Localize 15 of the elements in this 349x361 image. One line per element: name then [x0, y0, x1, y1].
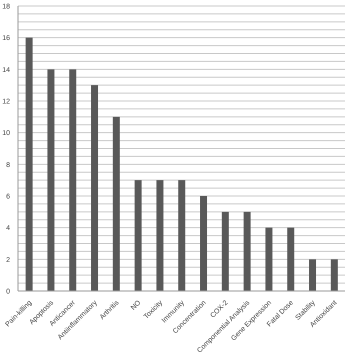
- bar: [330, 259, 338, 291]
- bar: [26, 38, 33, 291]
- bar: [265, 228, 272, 291]
- bar: [287, 228, 294, 291]
- bar: [69, 69, 76, 291]
- bar: [134, 180, 142, 291]
- bar: [309, 259, 316, 291]
- bar: [244, 212, 251, 291]
- bar: [112, 116, 120, 291]
- bar: [200, 196, 208, 291]
- bar: [47, 69, 54, 291]
- bar: [91, 85, 98, 291]
- bar: [178, 180, 186, 291]
- bar: [222, 212, 229, 291]
- bar: [156, 180, 164, 291]
